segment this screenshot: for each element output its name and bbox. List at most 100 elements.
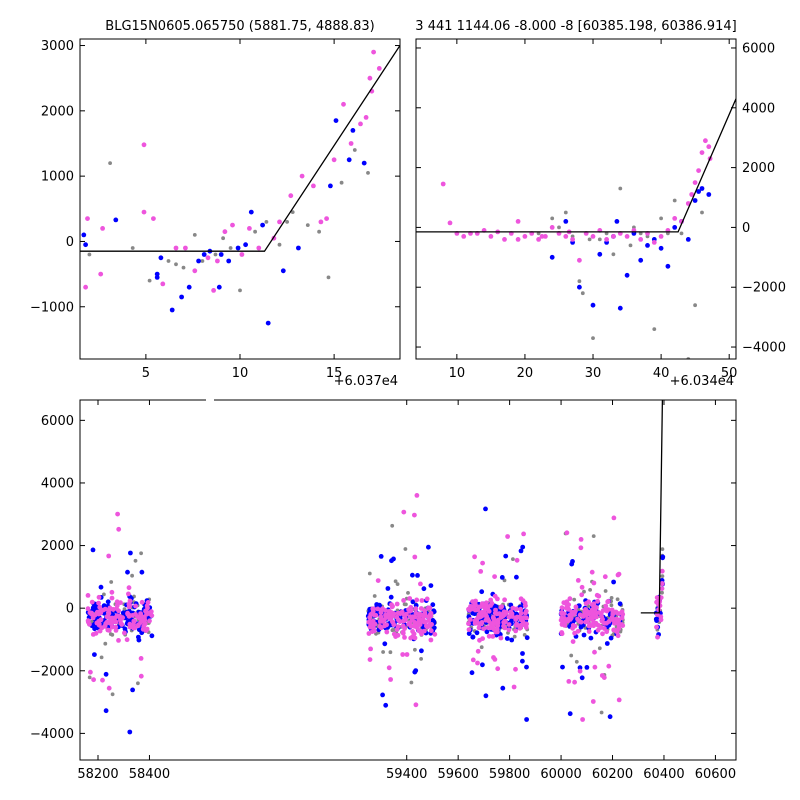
full-pink-point: [603, 603, 609, 609]
zoom-right-pink-point: [689, 192, 695, 197]
full-grey-point: [390, 523, 395, 528]
zoom-left-blue-point: [154, 275, 160, 280]
full-blue-point: [484, 629, 490, 635]
zoom-panel-left: BLG15N0605.065750 (5881.75, 4888.83) 5 10…: [30, 19, 401, 389]
full-pink-point: [476, 625, 482, 631]
zoom-right-y-tick-label: −4000: [742, 341, 786, 356]
full-x-tick-label: 59600: [437, 767, 478, 782]
full-blue-point: [130, 687, 136, 693]
zoom-left-blue-point: [235, 245, 241, 251]
full-pink-point: [602, 621, 607, 626]
full-pink-point: [406, 621, 412, 627]
full-pink-point: [109, 595, 115, 601]
zoom-panel-right: 3 441 1144.06 -8.000 -8 [60385.198, 6038…: [415, 19, 786, 389]
full-pink-point: [475, 648, 481, 654]
zoom-left-pink-point: [100, 226, 105, 231]
full-grey-point: [409, 680, 414, 685]
full-pink-point: [494, 611, 500, 617]
full-blue-point: [617, 601, 623, 607]
zoom-left-blue-point: [179, 294, 185, 300]
full-grey-point: [599, 710, 604, 715]
zoom-left-grey-point: [87, 252, 92, 257]
full-grey-point: [406, 591, 410, 595]
full-pink-point: [384, 622, 389, 628]
full-pink-point: [602, 626, 607, 631]
full-grey-point: [99, 655, 104, 660]
full-grey-point: [404, 602, 408, 607]
full-pink-point: [498, 605, 504, 610]
full-blue-point: [524, 635, 530, 641]
full-pink-point: [378, 614, 384, 620]
full-pink-point: [138, 673, 144, 679]
full-pink-point: [127, 624, 133, 630]
full-pink-point: [375, 578, 381, 583]
full-grey-point: [660, 574, 665, 578]
full-grey-point: [109, 580, 114, 584]
full-pink-point: [583, 619, 588, 625]
zoom-left-pink-point: [151, 216, 156, 222]
zoom-panel-left-axes: 5 10 15 −1000 0 1000 2000 3000: [30, 39, 400, 381]
zoom-left-blue-point: [248, 209, 254, 215]
full-pink-point: [432, 631, 438, 637]
full-pink-point: [419, 598, 425, 603]
full-pink-point: [473, 617, 479, 623]
full-pink-point: [85, 606, 91, 612]
zoom-right-pink-point: [570, 237, 575, 242]
zoom-left-grey-point: [352, 148, 357, 152]
full-pink-point: [601, 675, 607, 680]
full-pink-point: [413, 702, 419, 708]
full-pink-point: [591, 623, 596, 629]
zoom-left-pink-point: [83, 284, 88, 290]
zoom-right-grey-point: [679, 231, 684, 236]
full-pink-point: [90, 612, 96, 618]
full-pink-point: [573, 604, 579, 610]
full-blue-point: [499, 575, 505, 580]
full-pink-point: [575, 628, 581, 634]
zoom-right-x-tick-label: 10: [449, 366, 466, 381]
full-pink-point: [586, 629, 592, 634]
zoom-left-blue-point: [280, 268, 286, 274]
full-pink-point: [602, 574, 608, 580]
full-blue-point: [426, 544, 431, 550]
full-pink-point: [563, 605, 569, 611]
full-blue-point: [503, 553, 509, 559]
full-pink-point: [498, 615, 504, 620]
full-blue-point: [579, 675, 585, 681]
full-y-tick-label: 0: [66, 602, 74, 617]
full-grey-point: [136, 681, 140, 686]
full-pink-point: [577, 668, 583, 674]
zoom-left-pink-point: [141, 142, 147, 148]
full-grey-point: [597, 646, 602, 651]
full-pink-point: [114, 613, 120, 619]
full-pink-point: [401, 598, 406, 603]
zoom-left-pink-point: [358, 121, 363, 127]
full-blue-point: [607, 714, 613, 720]
full-blue-point: [567, 711, 573, 717]
full-y-tick-label: −2000: [30, 664, 74, 679]
full-blue-point: [577, 665, 583, 671]
full-pink-point: [524, 615, 529, 621]
full-pink-point: [486, 608, 492, 614]
full-pink-point: [591, 604, 597, 610]
zoom-left-pink-point: [363, 115, 369, 120]
full-pink-point: [402, 635, 407, 640]
zoom-left-pink-point: [376, 66, 382, 71]
full-pink-point: [502, 597, 507, 603]
full-blue-point: [419, 648, 424, 654]
zoom-left-pink-point: [371, 49, 376, 55]
full-pink-point: [93, 630, 99, 636]
full-pink-point: [384, 629, 390, 635]
full-lightcurve-axes: 58200 58400 59400 59600 59800 60000 60200 60400…: [30, 400, 736, 782]
full-pink-point: [400, 623, 406, 629]
full-pink-point: [414, 597, 420, 603]
full-pink-point: [408, 608, 414, 613]
full-pink-point: [492, 593, 498, 599]
zoom-right-pink-point: [604, 237, 609, 242]
full-pink-point: [421, 619, 427, 625]
zoom-right-pink-point: [515, 237, 521, 242]
full-pink-point: [366, 619, 372, 625]
full-pink-point: [122, 630, 127, 636]
zoom-right-blue-point: [577, 284, 582, 290]
full-pink-point: [131, 618, 137, 624]
zoom-panel-right-title: 3 441 1144.06 -8.000 -8 [60385.198, 6038…: [415, 19, 736, 34]
